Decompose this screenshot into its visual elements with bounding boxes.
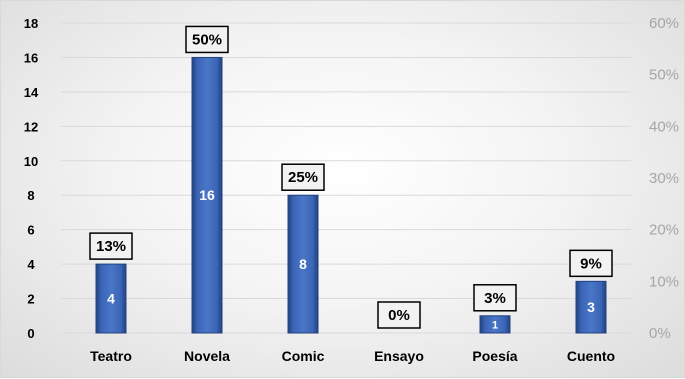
category-label: Teatro xyxy=(90,348,132,364)
percent-label: 3% xyxy=(484,290,506,307)
y-tick-label: 2 xyxy=(27,292,34,307)
percent-label: 0% xyxy=(388,307,410,324)
y-tick-label: 18 xyxy=(24,16,38,31)
y2-tick-label: 50% xyxy=(649,67,679,84)
percent-label-box xyxy=(569,249,613,278)
percent-label: 9% xyxy=(580,255,602,272)
y2-tick-label: 10% xyxy=(649,273,679,290)
y2-tick-label: 30% xyxy=(649,170,679,187)
category-label: Novela xyxy=(184,348,230,364)
y-axis-left: 0 2 4 6 8 10 12 14 16 18 xyxy=(24,16,39,341)
percent-label-box xyxy=(281,163,325,191)
y-tick-label: 6 xyxy=(27,223,34,238)
percent-label-box xyxy=(473,284,517,312)
bar xyxy=(287,194,319,334)
bar xyxy=(479,315,511,334)
y-tick-label: 4 xyxy=(27,257,35,272)
gridlines xyxy=(61,22,631,334)
y-tick-label: 8 xyxy=(27,188,34,203)
category-label: Comic xyxy=(282,348,325,364)
category-label: Ensayo xyxy=(374,348,424,364)
category-label: Cuento xyxy=(567,348,615,364)
percent-label-box xyxy=(185,25,229,54)
x-axis: Teatro Novela Comic Ensayo Poesía Cuento xyxy=(90,348,615,364)
y2-tick-label: 40% xyxy=(649,118,679,135)
y2-tick-label: 0% xyxy=(649,325,671,342)
category-label: Poesía xyxy=(472,348,517,364)
bar xyxy=(575,280,607,334)
percent-label: 50% xyxy=(192,31,222,48)
percent-label: 25% xyxy=(288,169,318,186)
bar-value-label: 16 xyxy=(199,187,215,203)
y2-tick-label: 20% xyxy=(649,222,679,239)
y-tick-label: 16 xyxy=(24,50,38,65)
percent-label-box xyxy=(377,301,421,329)
bar-value-label: 8 xyxy=(299,256,307,272)
y-tick-label: 10 xyxy=(24,154,38,169)
bar-value-label: 1 xyxy=(492,319,498,331)
y2-tick-label: 60% xyxy=(649,15,679,32)
bars xyxy=(95,56,607,334)
y-tick-label: 12 xyxy=(24,119,38,134)
bar-value-label: 3 xyxy=(587,299,595,315)
y-tick-label: 0 xyxy=(27,326,34,341)
y-axis-right: 0% 10% 20% 30% 40% 50% 60% xyxy=(649,15,679,342)
bar-value-label: 4 xyxy=(107,291,115,307)
percent-label-box xyxy=(89,232,133,260)
bar xyxy=(191,56,223,334)
bar xyxy=(95,263,127,334)
percent-label: 13% xyxy=(96,238,126,255)
y-tick-label: 14 xyxy=(24,85,39,100)
